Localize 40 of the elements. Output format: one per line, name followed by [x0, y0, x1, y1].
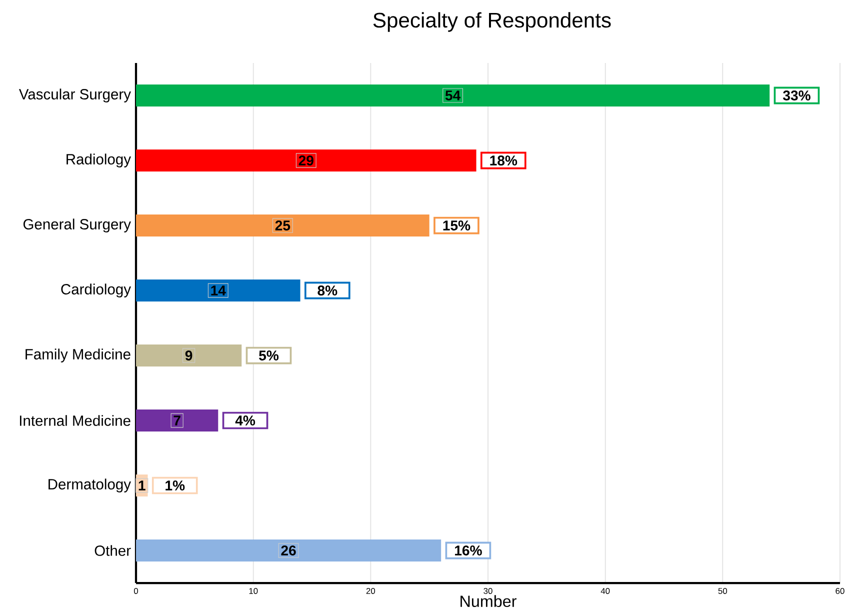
y-tick-label: Radiology	[66, 154, 131, 168]
y-tick-label: Internal Medicine	[20, 415, 130, 426]
data-label: 7	[174, 416, 180, 426]
x-tick-label: 60	[836, 588, 844, 594]
x-tick-label: 30	[484, 588, 492, 594]
annotation: 5%	[259, 350, 279, 360]
data-label: 1	[138, 480, 146, 490]
bar	[136, 540, 442, 562]
bar	[136, 344, 242, 367]
x-tick-label: 20	[366, 588, 376, 594]
y-tick-label: Cardiology	[61, 284, 131, 298]
x-tick-label: 0	[134, 588, 138, 594]
bar	[136, 84, 770, 107]
bar	[136, 150, 476, 172]
data-label: 9	[185, 350, 192, 360]
x-tick-label: 50	[718, 588, 728, 594]
x-tick-label: 10	[249, 588, 258, 594]
bar	[136, 214, 430, 237]
annotation: 4%	[235, 416, 256, 426]
data-label: 25	[275, 220, 290, 230]
y-tick-label: Other	[94, 545, 131, 556]
y-tick-label: General Surgery	[23, 218, 131, 232]
bar	[136, 280, 300, 302]
data-label: 14	[211, 286, 226, 296]
annotation: 8%	[318, 286, 338, 296]
annotation: 16%	[455, 546, 482, 556]
annotation: 33%	[782, 90, 810, 100]
annotation: 1%	[166, 480, 185, 490]
annotation: 18%	[490, 156, 518, 166]
data-label: 54	[445, 90, 461, 100]
chart-title: Specialty of Respondents	[373, 12, 611, 32]
y-tick-label: Vascular Surgery	[18, 88, 131, 102]
x-axis-title: Number	[460, 595, 516, 608]
annotation: 15%	[443, 220, 470, 230]
data-label: 26	[281, 546, 296, 556]
y-tick-label: Dermatology	[48, 478, 131, 492]
y-tick-label: Family Medicine	[26, 348, 130, 362]
x-tick-label: 40	[600, 588, 610, 594]
bar	[136, 410, 218, 432]
data-label: 29	[298, 156, 314, 166]
